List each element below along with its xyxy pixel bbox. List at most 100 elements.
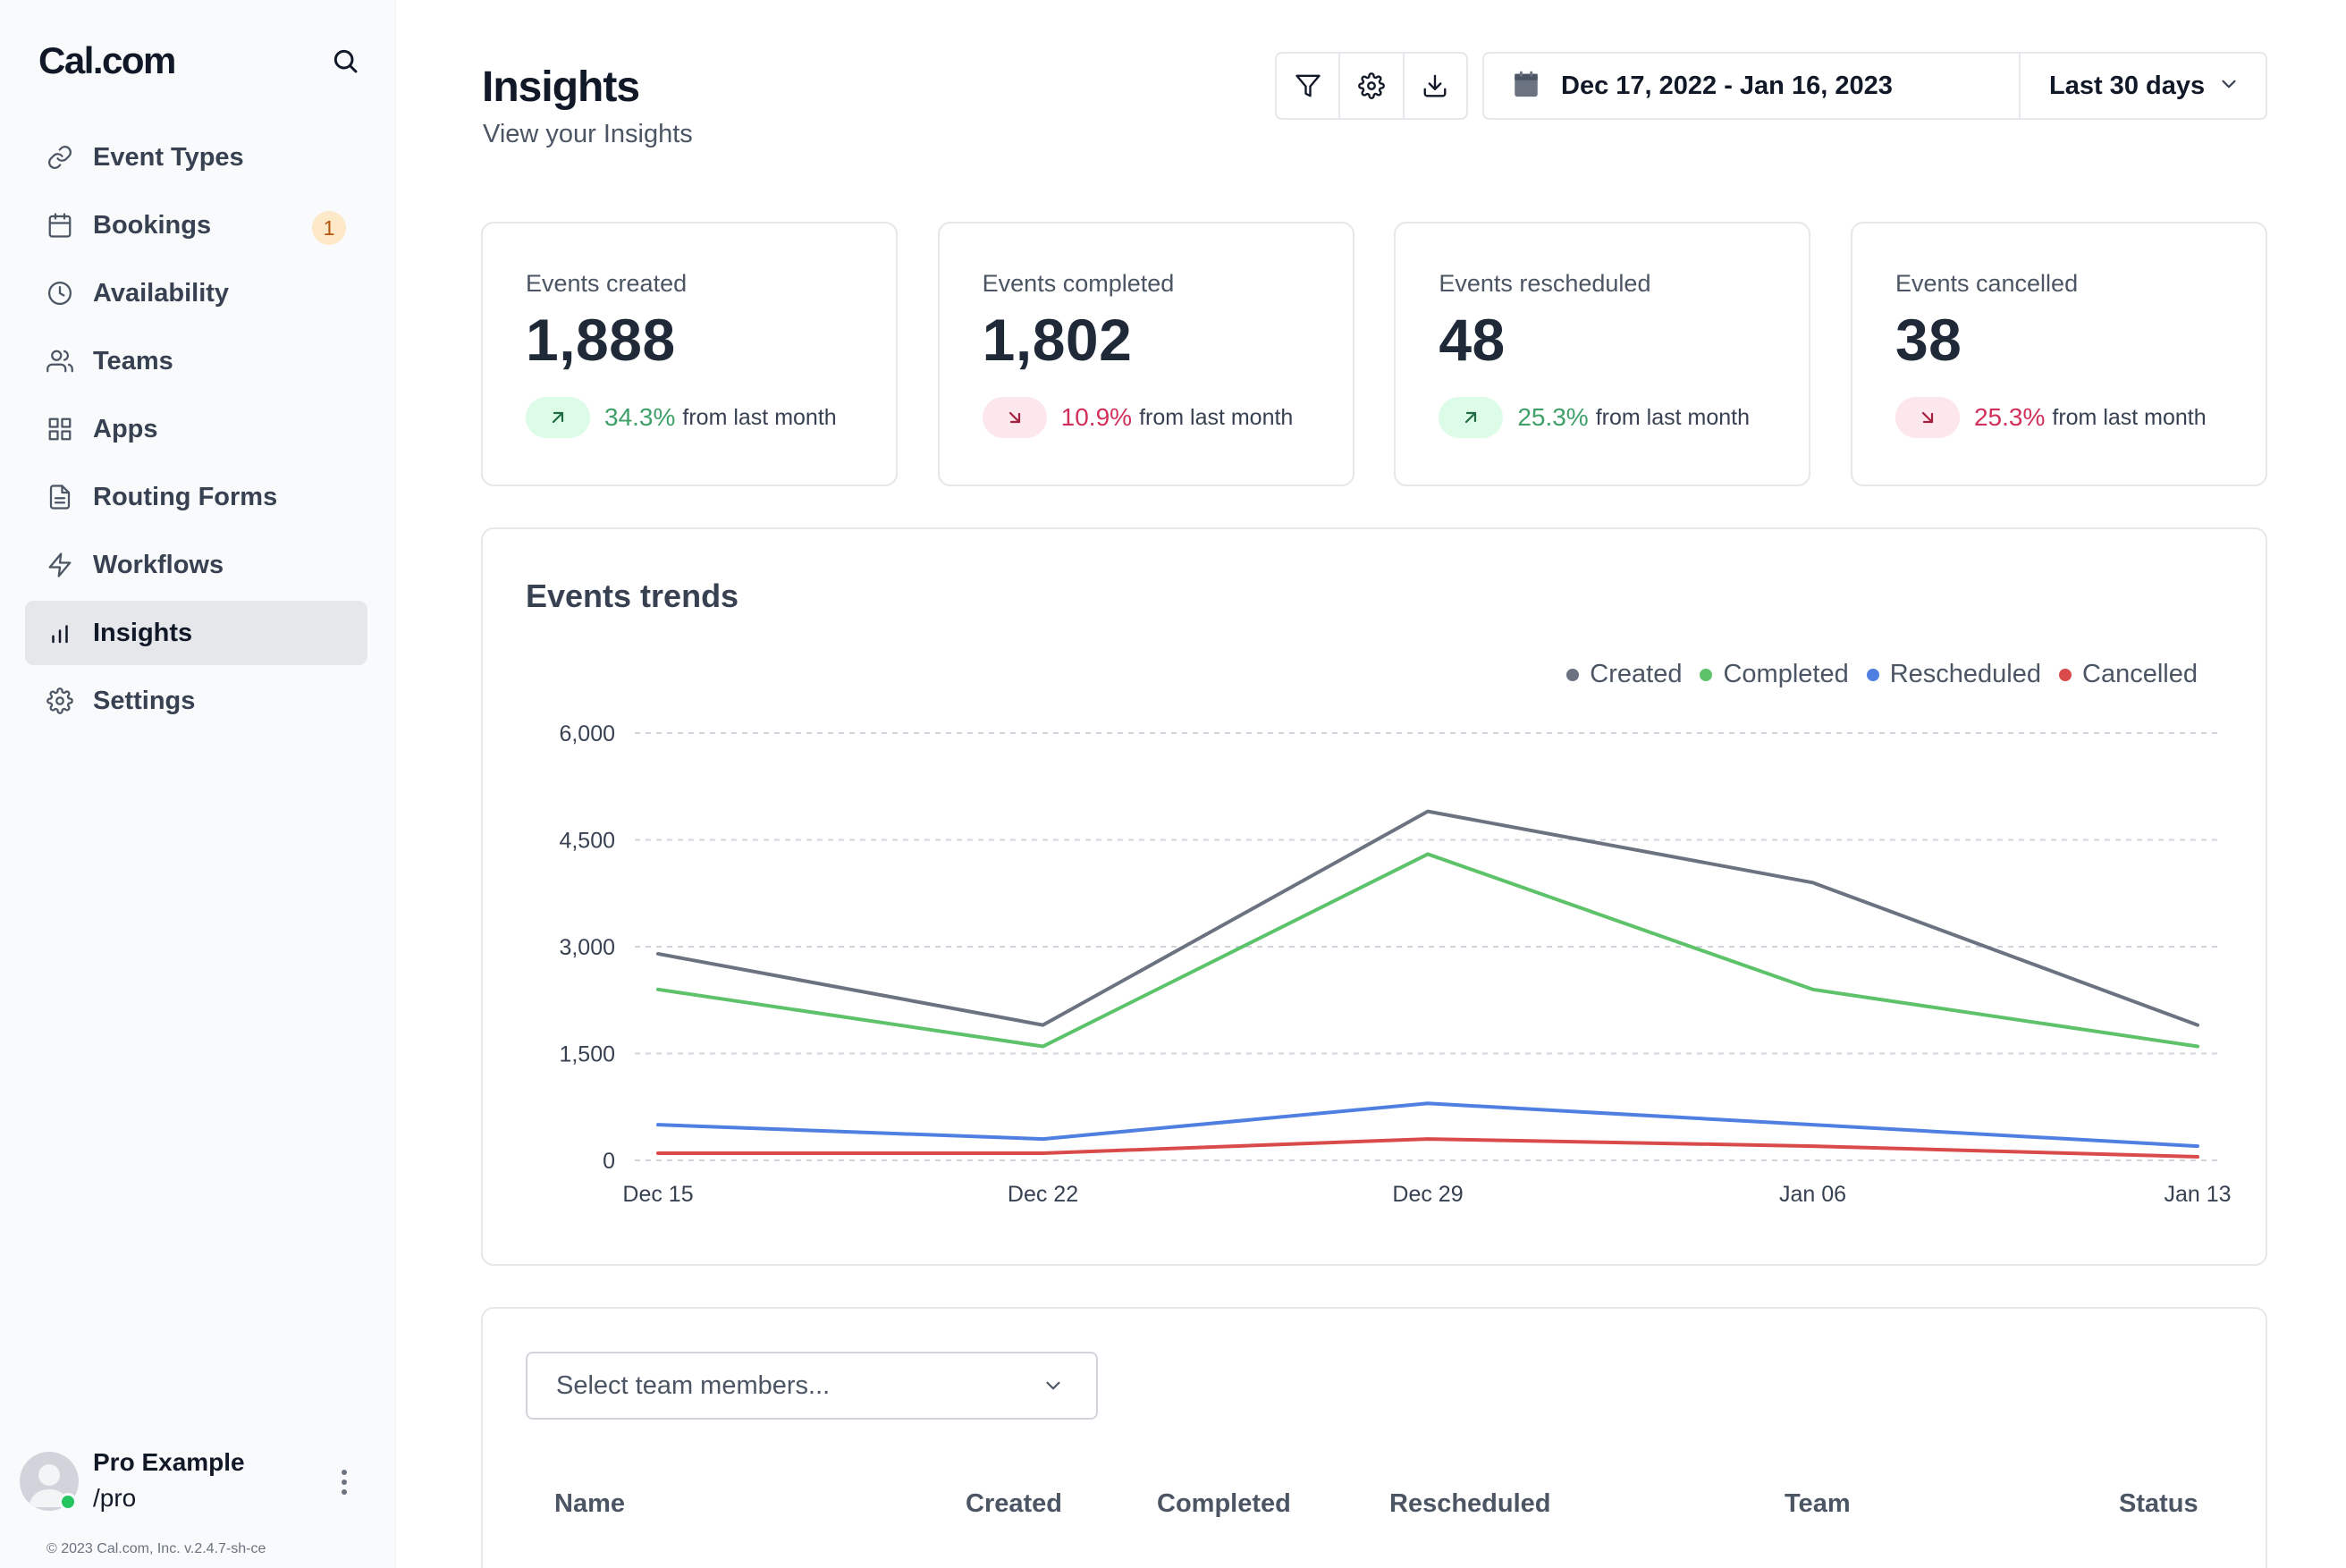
stat-value: 38 [1895, 307, 1962, 373]
select-placeholder: Select team members... [556, 1370, 831, 1400]
sidebar-item-label: Settings [93, 686, 196, 715]
stat-label: Events completed [982, 270, 1175, 297]
x-tick-label: Jan 06 [1779, 1182, 1846, 1207]
clock-icon [45, 278, 75, 308]
legend-item-created[interactable]: Created [1566, 660, 1682, 689]
stat-label: Events rescheduled [1439, 270, 1651, 297]
date-range-picker: Dec 17, 2022 - Jan 16, 2023 Last 30 days [1482, 52, 2267, 120]
stat-value: 48 [1439, 307, 1506, 373]
page-subtitle: View your Insights [483, 120, 693, 148]
stat-card-events-rescheduled: Events rescheduled 48 25.3% from last mo… [1394, 222, 1811, 486]
sidebar-item-teams[interactable]: Teams [25, 329, 367, 393]
page-title: Insights [482, 63, 640, 111]
user-handle: /pro [93, 1484, 137, 1512]
legend-label: Rescheduled [1889, 660, 2042, 688]
sidebar-item-bookings[interactable]: Bookings 1 [25, 193, 367, 257]
sidebar-item-label: Teams [93, 346, 173, 375]
x-tick-label: Dec 29 [1392, 1182, 1463, 1207]
events-trends-chart: 0 1,500 3,000 4,500 6,000 Dec 15 Dec 22 Dec 29 J… [559, 721, 2231, 1207]
arrow-down-right-icon [1895, 397, 1960, 438]
arrow-up-right-icon [526, 397, 590, 438]
users-icon [45, 346, 75, 376]
y-tick-label: 4,500 [559, 829, 615, 854]
stat-card-events-cancelled: Events cancelled 38 25.3% from last mont… [1850, 222, 2267, 486]
chart-title: Events trends [526, 577, 739, 614]
zap-icon [45, 550, 75, 580]
sidebar-item-label: Availability [93, 278, 230, 308]
stat-change-suffix: from last month [2052, 404, 2207, 430]
y-tick-label: 1,500 [559, 1042, 615, 1067]
stat-trend: 10.9% from last month [982, 397, 1293, 438]
copyright-text: © 2023 Cal.com, Inc. v.2.4.7-sh-ce [46, 1541, 266, 1556]
legend-item-cancelled[interactable]: Cancelled [2059, 660, 2198, 689]
series-line-completed [656, 852, 2199, 1049]
y-tick-label: 3,000 [559, 935, 615, 960]
sidebar-nav: Event Types Bookings 1 Availability Team… [25, 125, 367, 737]
column-header-rescheduled[interactable]: Rescheduled [1389, 1489, 1551, 1518]
legend-item-rescheduled[interactable]: Rescheduled [1866, 660, 2042, 689]
search-icon[interactable] [327, 43, 363, 79]
sidebar-item-workflows[interactable]: Workflows [25, 533, 367, 597]
team-members-select[interactable]: Select team members... [526, 1352, 1098, 1420]
stat-trend: 25.3% from last month [1895, 397, 2207, 438]
sidebar-item-availability[interactable]: Availability [25, 261, 367, 325]
arrow-down-right-icon [982, 397, 1047, 438]
download-icon[interactable] [1405, 54, 1466, 118]
series-line-rescheduled [656, 1101, 2199, 1149]
more-vertical-icon[interactable] [331, 1464, 358, 1500]
events-trends-card: 0 1,500 3,000 4,500 6,000 Dec 15 Dec 22 Dec 29 J… [481, 527, 2267, 1266]
date-range-value: Dec 17, 2022 - Jan 16, 2023 [1561, 71, 1893, 100]
sidebar-item-label: Event Types [93, 142, 244, 172]
column-header-completed[interactable]: Completed [1157, 1489, 1291, 1518]
stat-value: 1,888 [526, 307, 676, 373]
column-header-name[interactable]: Name [554, 1489, 625, 1518]
calendar-icon [45, 210, 75, 240]
stat-trend: 25.3% from last month [1439, 397, 1750, 438]
x-tick-label: Jan 13 [2164, 1182, 2231, 1207]
x-tick-label: Dec 15 [622, 1182, 693, 1207]
bar-chart-icon [45, 618, 75, 648]
stat-change: 34.3% [604, 403, 676, 431]
stat-trend: 34.3% from last month [526, 397, 837, 438]
y-tick-label: 0 [603, 1149, 615, 1174]
sidebar-item-routing-forms[interactable]: Routing Forms [25, 465, 367, 529]
grid-icon [45, 414, 75, 444]
date-range-input[interactable]: Dec 17, 2022 - Jan 16, 2023 [1484, 54, 2021, 118]
sidebar-item-event-types[interactable]: Event Types [25, 125, 367, 190]
user-menu[interactable]: Pro Example /pro [20, 1448, 377, 1520]
sidebar-item-settings[interactable]: Settings [25, 669, 367, 733]
column-header-team[interactable]: Team [1785, 1489, 1851, 1518]
date-preset-select[interactable]: Last 30 days [2021, 54, 2266, 118]
gear-icon[interactable] [1340, 54, 1405, 118]
bookings-count-badge: 1 [312, 211, 346, 245]
arrow-up-right-icon [1439, 397, 1504, 438]
stat-change: 25.3% [1517, 403, 1589, 431]
series-line-cancelled [656, 1137, 2199, 1159]
chevron-down-icon [1035, 1374, 1071, 1397]
stat-change-suffix: from last month [682, 404, 837, 430]
sidebar-item-label: Routing Forms [93, 482, 278, 511]
sidebar-item-apps[interactable]: Apps [25, 397, 367, 461]
sidebar-item-label: Bookings [93, 210, 212, 240]
online-status-indicator [59, 1493, 77, 1511]
team-members-table-card: Select team members... Name Created Comp… [481, 1307, 2267, 1568]
sidebar-item-label: Insights [93, 618, 193, 647]
legend-dot [2059, 668, 2072, 681]
filter-icon[interactable] [1277, 54, 1341, 118]
toolbar-icon-group [1275, 52, 1468, 120]
app-logo[interactable]: Cal.com [38, 39, 176, 81]
sidebar-item-insights[interactable]: Insights [25, 601, 367, 665]
column-header-status[interactable]: Status [2119, 1489, 2198, 1518]
date-preset-value: Last 30 days [2049, 71, 2206, 100]
legend-item-completed[interactable]: Completed [1700, 660, 1849, 689]
stat-label: Events created [526, 270, 688, 297]
stat-card-events-completed: Events completed 1,802 10.9% from last m… [937, 222, 1354, 486]
stat-label: Events cancelled [1895, 270, 2079, 297]
legend-label: Cancelled [2082, 660, 2198, 688]
calendar-icon [1511, 69, 1541, 104]
column-header-created[interactable]: Created [966, 1489, 1062, 1518]
legend-dot [1700, 668, 1713, 681]
chart-legend: Created Completed Rescheduled Cancelled [1549, 660, 2198, 689]
legend-dot [1566, 668, 1580, 681]
stat-value: 1,802 [982, 307, 1133, 373]
